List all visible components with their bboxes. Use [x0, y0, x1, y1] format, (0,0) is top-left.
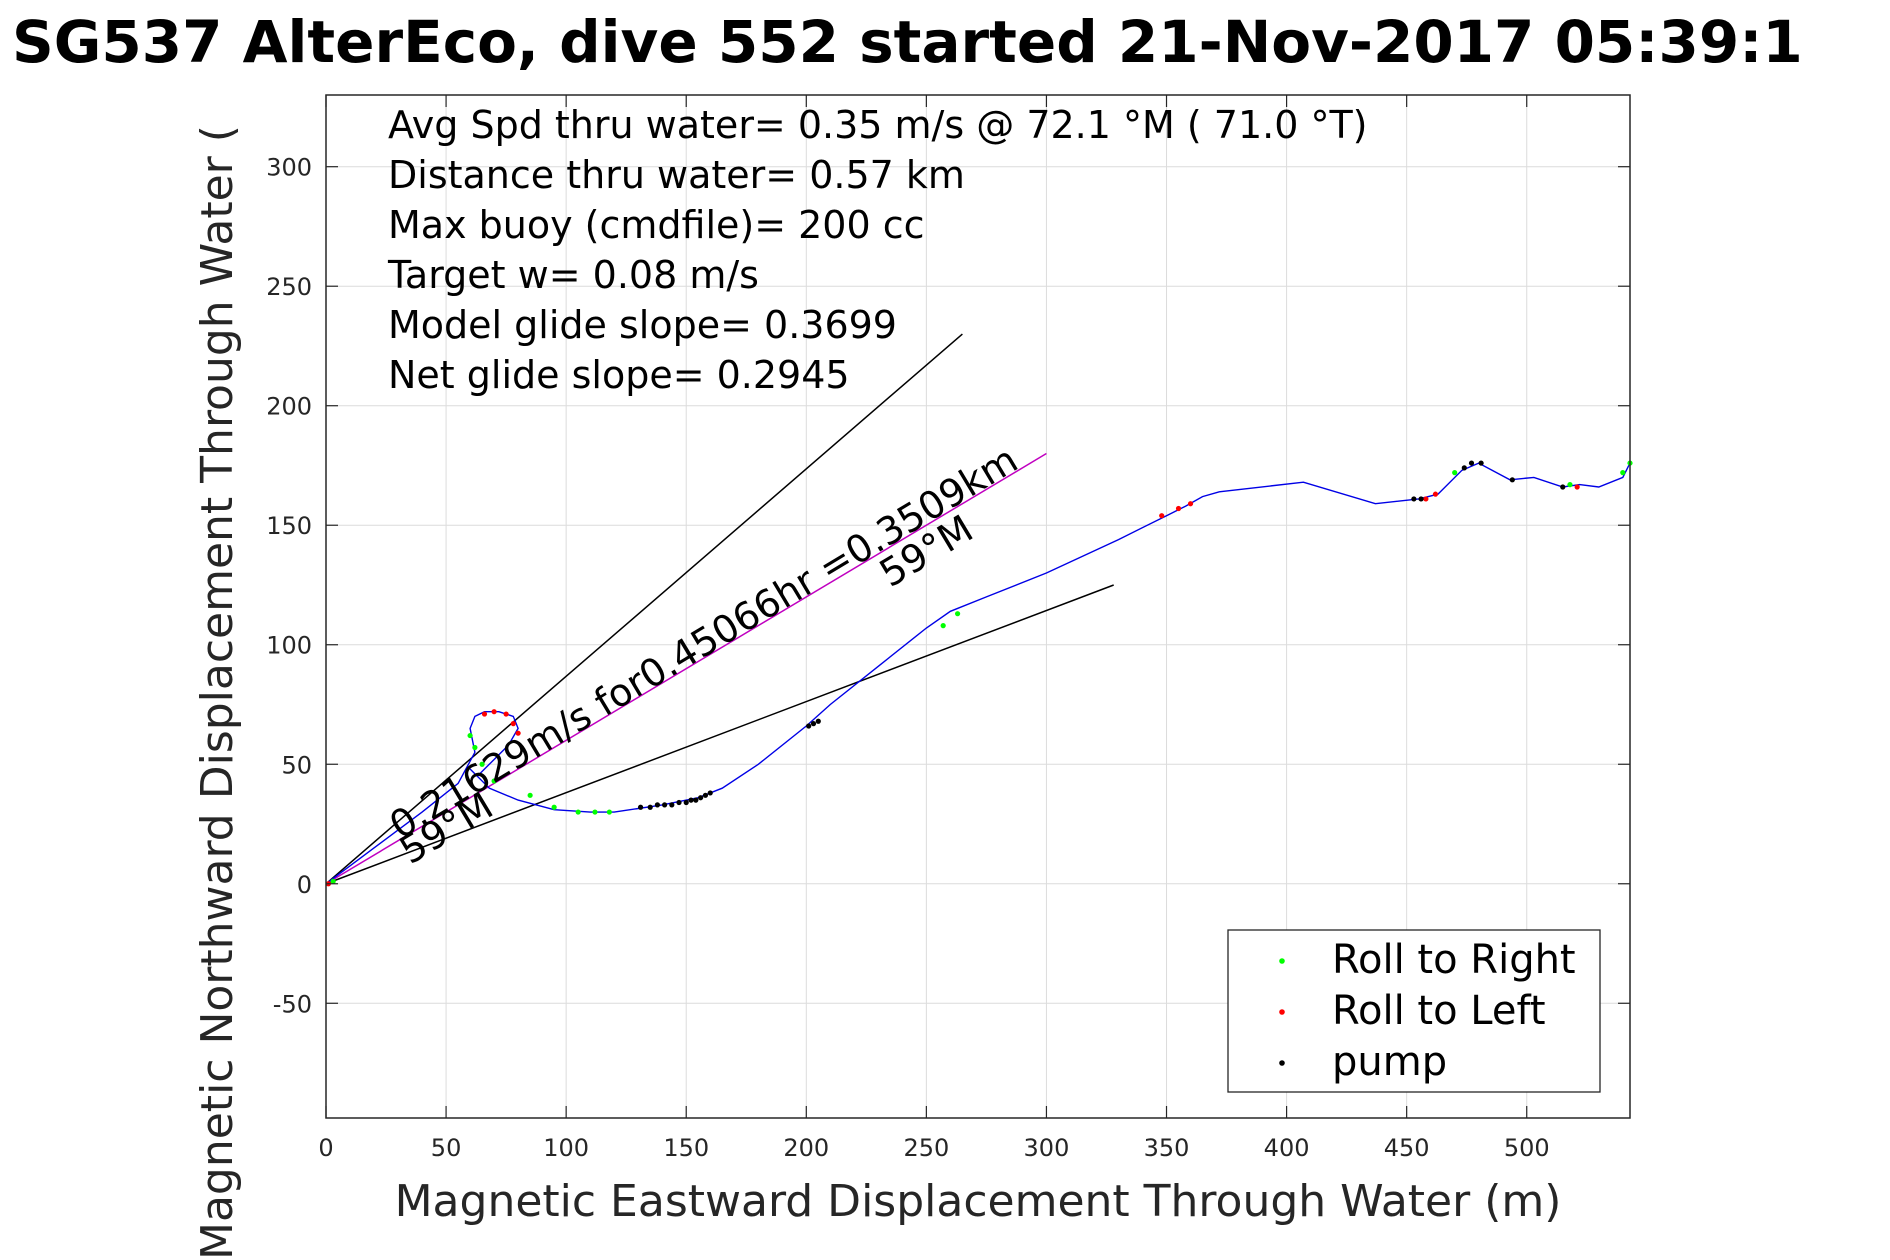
legend-marker-roll-right: [1279, 958, 1285, 964]
point-pump: [815, 718, 821, 724]
info-line: Net glide slope= 0.2945: [388, 353, 850, 397]
y-tick-label: 50: [281, 751, 312, 779]
info-line: Avg Spd thru water= 0.35 m/s @ 72.1 °M (…: [388, 103, 1368, 147]
point-roll-to-right: [330, 878, 336, 884]
point-roll-to-left: [515, 730, 521, 736]
point-roll-to-left: [1187, 501, 1194, 507]
x-tick-label: 400: [1264, 1134, 1310, 1162]
x-tick-label: 300: [1024, 1134, 1070, 1162]
point-roll-to-right: [467, 732, 473, 739]
point-roll-to-left: [1423, 496, 1429, 502]
point-pump: [654, 802, 661, 808]
info-line: Max buoy (cmdfile)= 200 cc: [388, 203, 925, 247]
point-pump: [707, 790, 713, 796]
point-roll-to-right: [606, 809, 612, 815]
markers: [325, 460, 1633, 887]
point-pump: [698, 795, 704, 801]
point-pump: [693, 797, 699, 803]
point-roll-to-left: [510, 721, 516, 727]
point-pump: [688, 797, 694, 803]
y-tick-label: 0: [297, 871, 312, 899]
point-roll-to-right: [491, 778, 497, 784]
point-roll-to-right: [1452, 470, 1458, 476]
legend-marker-roll-left: [1279, 1009, 1285, 1015]
point-pump: [1461, 465, 1467, 471]
point-roll-to-left: [491, 709, 497, 715]
info-line: Model glide slope= 0.3699: [388, 303, 897, 347]
x-tick-label: 0: [318, 1134, 333, 1162]
info-text-block: Avg Spd thru water= 0.35 m/s @ 72.1 °M (…: [387, 103, 1368, 397]
x-tick-label: 500: [1504, 1134, 1550, 1162]
point-roll-to-right: [527, 792, 533, 798]
point-pump: [1411, 496, 1417, 502]
point-roll-to-right: [1567, 482, 1573, 488]
point-roll-to-left: [503, 711, 509, 717]
point-pump: [702, 792, 709, 798]
point-pump: [1478, 460, 1484, 466]
point-pump: [1418, 496, 1424, 502]
legend-marker-pump: [1279, 1060, 1285, 1066]
point-roll-to-right: [592, 809, 598, 815]
plot-frame: [325, 94, 1631, 1119]
point-roll-to-left: [1159, 513, 1165, 519]
x-tick-label: 200: [783, 1134, 829, 1162]
point-pump: [683, 799, 689, 806]
point-pump: [1509, 477, 1515, 483]
reference-line: [325, 584, 1114, 885]
point-roll-to-right: [551, 804, 557, 810]
ticks: 0 50 100 150 200 250 300 350 400 450 500 -50 0 50 100 1…: [266, 95, 1630, 1162]
point-roll-to-right: [479, 761, 485, 767]
y-tick-label: 200: [266, 393, 312, 421]
x-tick-label: 150: [663, 1134, 709, 1162]
info-line: Distance thru water= 0.57 km: [388, 153, 965, 197]
point-pump: [669, 802, 675, 808]
reference-lines: [325, 333, 1114, 885]
y-tick-label: 150: [266, 512, 312, 540]
point-roll-to-left: [1574, 484, 1580, 490]
y-tick-label: 300: [266, 154, 312, 182]
info-line: Target w= 0.08 m/s: [387, 253, 759, 297]
x-tick-label: 50: [431, 1134, 462, 1162]
x-axis-label: Magnetic Eastward Displacement Through W…: [395, 1176, 1562, 1227]
legend-label-roll-left: Roll to Left: [1332, 988, 1546, 1034]
point-roll-to-left: [1175, 505, 1182, 512]
point-pump: [810, 721, 817, 727]
point-roll-to-right: [575, 809, 581, 815]
point-pump: [662, 802, 668, 808]
reference-line: [325, 333, 963, 885]
point-pump: [1560, 484, 1566, 490]
x-tick-label: 450: [1384, 1134, 1430, 1162]
point-roll-to-left: [481, 711, 488, 717]
y-axis-label: Magnetic Northward Displacement Through …: [192, 125, 243, 1260]
reference-line: [325, 452, 1047, 885]
point-pump: [637, 804, 644, 810]
point-pump: [1468, 460, 1475, 466]
point-roll-to-right: [1620, 470, 1626, 476]
x-tick-label: 350: [1144, 1134, 1190, 1162]
point-pump: [647, 804, 653, 810]
legend-box: [1227, 929, 1601, 1093]
point-pump: [806, 723, 812, 729]
y-tick-label: 100: [266, 632, 312, 660]
chart-title: SG537 AlterEco, dive 552 started 21-Nov-…: [12, 8, 1803, 76]
y-tick-label: -50: [273, 990, 312, 1018]
x-tick-label: 100: [543, 1134, 589, 1162]
point-pump: [676, 799, 682, 806]
point-roll-to-left: [1432, 491, 1439, 497]
legend-label-pump: pump: [1332, 1039, 1447, 1085]
y-tick-label: 250: [266, 273, 312, 301]
legend: Roll to Right Roll to Left pump: [1227, 929, 1601, 1093]
point-roll-to-right: [940, 623, 946, 629]
point-roll-to-right: [472, 744, 478, 751]
point-roll-to-right: [954, 611, 961, 617]
legend-label-roll-right: Roll to Right: [1332, 937, 1576, 983]
x-tick-label: 250: [903, 1134, 949, 1162]
